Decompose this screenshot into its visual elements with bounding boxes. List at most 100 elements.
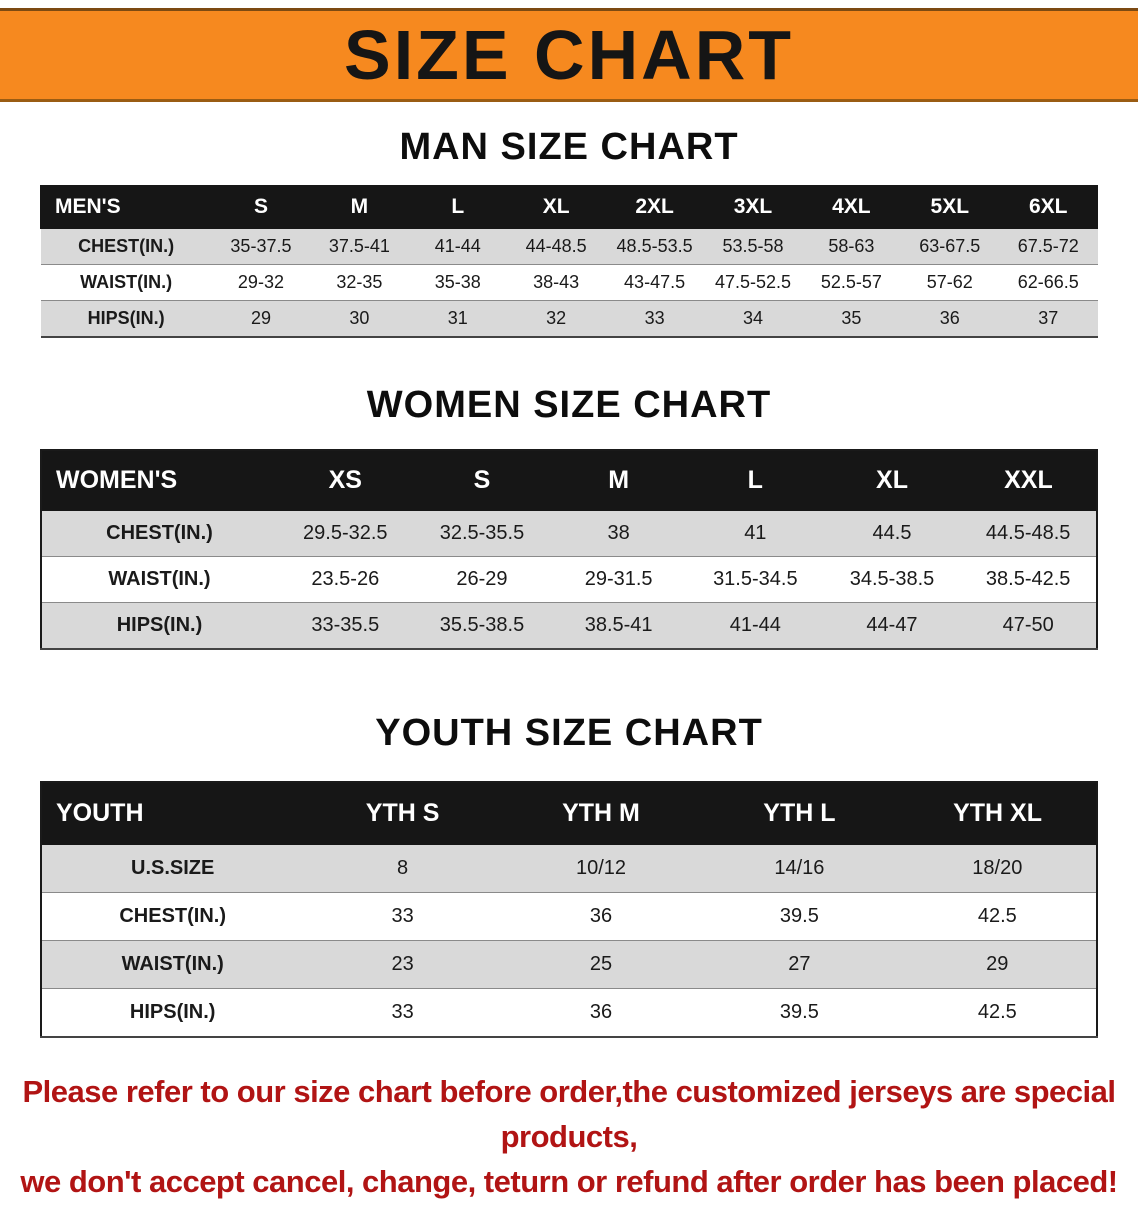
size-header-cell: 2XL bbox=[604, 185, 705, 229]
value-cell: 33-35.5 bbox=[276, 602, 414, 650]
value-cell: 29-32 bbox=[211, 264, 311, 301]
value-cell: 57-62 bbox=[900, 264, 999, 301]
value-cell: 38.5-41 bbox=[550, 602, 687, 650]
footer-disclaimer-line2: we don't accept cancel, change, teturn o… bbox=[20, 1163, 1118, 1199]
value-cell: 41-44 bbox=[686, 602, 824, 650]
value-cell: 34.5-38.5 bbox=[823, 556, 961, 603]
size-header-cell: 6XL bbox=[998, 185, 1098, 229]
value-cell: 10/12 bbox=[501, 844, 701, 893]
size-header-cell: 3XL bbox=[703, 185, 803, 229]
row-label-cell: CHEST(IN.) bbox=[41, 510, 277, 557]
footer-disclaimer: Please refer to our size chart before or… bbox=[16, 1070, 1122, 1205]
value-cell: 37.5-41 bbox=[310, 228, 409, 265]
table-row: CHEST(IN.) 35-37.5 37.5-41 41-44 44-48.5 48.5… bbox=[40, 228, 1098, 265]
value-cell: 62-66.5 bbox=[999, 264, 1098, 301]
value-cell: 36 bbox=[501, 892, 701, 941]
table-row: HIPS(IN.) 33 36 39.5 42.5 bbox=[41, 988, 1097, 1038]
size-header-cell: YTH M bbox=[501, 781, 701, 845]
value-cell: 36 bbox=[900, 300, 999, 338]
value-cell: 42.5 bbox=[898, 892, 1097, 941]
value-cell: 41 bbox=[686, 510, 824, 557]
value-cell: 27 bbox=[700, 940, 899, 989]
size-header-cell: M bbox=[549, 449, 688, 511]
value-cell: 36 bbox=[501, 988, 701, 1038]
value-cell: 32-35 bbox=[310, 264, 409, 301]
size-header-cell: XXL bbox=[959, 449, 1098, 511]
row-label-cell: WAIST(IN.) bbox=[41, 940, 304, 989]
value-cell: 23 bbox=[303, 940, 502, 989]
value-cell: 35 bbox=[802, 300, 901, 338]
row-label-cell: WAIST(IN.) bbox=[41, 556, 277, 603]
row-label-cell: HIPS(IN.) bbox=[40, 300, 212, 338]
table-header-row: MEN'S S M L XL 2XL 3XL 4XL 5XL 6XL bbox=[39, 185, 1098, 229]
women-size-chart-heading: WOMEN SIZE CHART bbox=[366, 384, 772, 426]
footer-disclaimer-line1: Please refer to our size chart before or… bbox=[22, 1074, 1116, 1154]
value-cell: 23.5-26 bbox=[276, 556, 414, 603]
value-cell: 18/20 bbox=[898, 844, 1097, 893]
value-cell: 63-67.5 bbox=[900, 228, 999, 265]
man-size-chart-heading: MAN SIZE CHART bbox=[399, 126, 739, 168]
value-cell: 29 bbox=[898, 940, 1097, 989]
size-header-cell: XS bbox=[276, 449, 415, 511]
size-header-cell: S bbox=[211, 185, 311, 229]
table-row: CHEST(IN.) 33 36 39.5 42.5 bbox=[41, 892, 1097, 941]
row-label-header-cell: YOUTH bbox=[40, 781, 304, 845]
youth-size-table: YOUTH YTH S YTH M YTH L YTH XL U.S.SIZE 8 10/12… bbox=[40, 781, 1098, 1038]
table-header-row: WOMEN'S XS S M L XL XXL bbox=[40, 449, 1098, 511]
value-cell: 26-29 bbox=[413, 556, 551, 603]
value-cell: 29.5-32.5 bbox=[276, 510, 414, 557]
value-cell: 31.5-34.5 bbox=[686, 556, 824, 603]
size-header-cell: L bbox=[686, 449, 825, 511]
value-cell: 58-63 bbox=[802, 228, 901, 265]
value-cell: 35-38 bbox=[408, 264, 507, 301]
value-cell: 33 bbox=[303, 892, 502, 941]
row-label-header-cell: MEN'S bbox=[39, 185, 213, 229]
value-cell: 44.5-48.5 bbox=[960, 510, 1097, 557]
value-cell: 38-43 bbox=[506, 264, 606, 301]
value-cell: 37 bbox=[999, 300, 1098, 338]
table-row: U.S.SIZE 8 10/12 14/16 18/20 bbox=[41, 844, 1097, 893]
row-label-cell: CHEST(IN.) bbox=[40, 228, 212, 265]
value-cell: 39.5 bbox=[700, 988, 899, 1038]
value-cell: 48.5-53.5 bbox=[605, 228, 704, 265]
value-cell: 33 bbox=[303, 988, 502, 1038]
size-header-cell: 5XL bbox=[900, 185, 1000, 229]
value-cell: 25 bbox=[501, 940, 701, 989]
row-label-cell: HIPS(IN.) bbox=[41, 602, 277, 650]
row-label-cell: CHEST(IN.) bbox=[41, 892, 304, 941]
value-cell: 8 bbox=[303, 844, 502, 893]
table-row: HIPS(IN.) 29 30 31 32 33 34 35 36 37 bbox=[40, 300, 1098, 338]
value-cell: 32.5-35.5 bbox=[413, 510, 551, 557]
value-cell: 67.5-72 bbox=[999, 228, 1098, 265]
value-cell: 41-44 bbox=[408, 228, 507, 265]
value-cell: 43-47.5 bbox=[605, 264, 704, 301]
women-size-table: WOMEN'S XS S M L XL XXL CHEST(IN.) 29.5-32.5 32.5… bbox=[40, 449, 1098, 650]
value-cell: 44-48.5 bbox=[506, 228, 606, 265]
value-cell: 33 bbox=[605, 300, 704, 338]
row-label-header-cell: WOMEN'S bbox=[40, 449, 278, 511]
size-header-cell: YTH S bbox=[302, 781, 503, 845]
value-cell: 44-47 bbox=[823, 602, 961, 650]
value-cell: 42.5 bbox=[898, 988, 1097, 1038]
size-chart-banner: SIZE CHART bbox=[0, 8, 1138, 102]
size-header-cell: 4XL bbox=[801, 185, 902, 229]
value-cell: 35-37.5 bbox=[211, 228, 311, 265]
table-row: WAIST(IN.) 29-32 32-35 35-38 38-43 43-47.5 47.… bbox=[40, 264, 1098, 301]
size-header-cell: YTH XL bbox=[898, 781, 1098, 845]
value-cell: 35.5-38.5 bbox=[413, 602, 551, 650]
value-cell: 38.5-42.5 bbox=[960, 556, 1097, 603]
row-label-cell: HIPS(IN.) bbox=[41, 988, 304, 1038]
row-label-cell: WAIST(IN.) bbox=[40, 264, 212, 301]
size-header-cell: YTH L bbox=[699, 781, 900, 845]
table-row: HIPS(IN.) 33-35.5 35.5-38.5 38.5-41 41-44 44-… bbox=[41, 602, 1097, 650]
table-row: CHEST(IN.) 29.5-32.5 32.5-35.5 38 41 44.5 44.5… bbox=[41, 510, 1097, 557]
value-cell: 38 bbox=[550, 510, 687, 557]
value-cell: 52.5-57 bbox=[802, 264, 901, 301]
value-cell: 53.5-58 bbox=[703, 228, 803, 265]
page-title: SIZE CHART bbox=[344, 16, 794, 94]
size-header-cell: L bbox=[408, 185, 508, 229]
table-header-row: YOUTH YTH S YTH M YTH L YTH XL bbox=[40, 781, 1098, 845]
value-cell: 39.5 bbox=[700, 892, 899, 941]
row-label-cell: U.S.SIZE bbox=[41, 844, 304, 893]
size-header-cell: S bbox=[413, 449, 551, 511]
